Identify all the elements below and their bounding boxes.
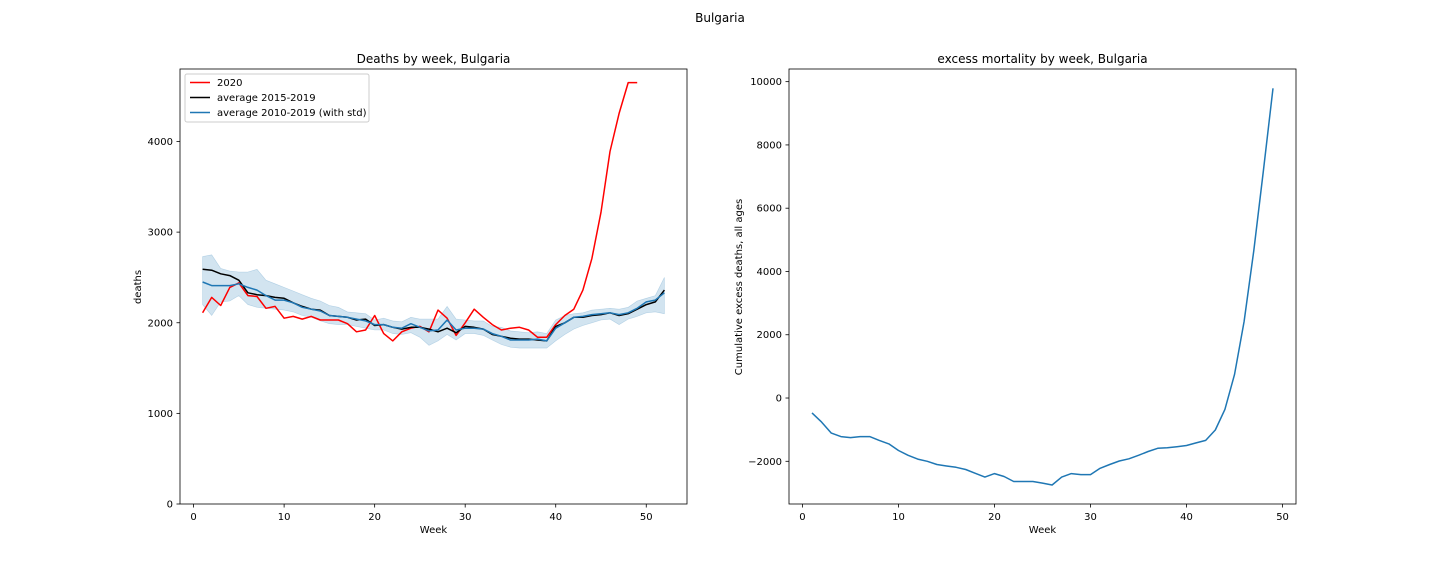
x-tick-label: 10 <box>278 512 291 523</box>
deaths-plot-frame <box>179 68 688 505</box>
y-tick-label: 4000 <box>757 267 782 278</box>
x-tick-label: 20 <box>988 512 1001 523</box>
x-tick-label: 50 <box>1276 512 1289 523</box>
deaths-x-ticks: 0 10 20 30 40 50 <box>190 504 653 523</box>
y-tick-label: 6000 <box>757 204 782 215</box>
legend-label-average-2010-2019: average 2010-2019 (with std) <box>217 108 367 119</box>
y-tick-label: 0 <box>167 500 173 511</box>
legend-frame <box>184 73 370 123</box>
excess-plot-frame <box>788 68 1297 505</box>
x-tick-label: 0 <box>190 512 196 523</box>
x-tick-label: 30 <box>1084 512 1097 523</box>
excess-y-axis-label: Cumulative excess deaths, all ages <box>734 199 745 375</box>
deaths-x-axis-label: Week <box>420 525 448 536</box>
x-tick-label: 40 <box>1180 512 1193 523</box>
y-tick-label: 10000 <box>750 77 782 88</box>
x-tick-label: 40 <box>549 512 562 523</box>
x-tick-label: 30 <box>459 512 472 523</box>
y-tick-label: 2000 <box>148 318 173 329</box>
y-tick-label: 4000 <box>148 137 173 148</box>
x-tick-label: 50 <box>640 512 653 523</box>
excess-lines-layer <box>811 88 1274 486</box>
excess-x-ticks: 0 10 20 30 40 50 <box>799 504 1289 523</box>
excess-y-ticks: −2000 0 2000 4000 6000 8000 10000 <box>748 77 789 468</box>
excess-chart-title: excess mortality by week, Bulgaria <box>937 52 1147 66</box>
deaths-legend: 2020 average 2015-2019 average 2010-2019… <box>184 73 370 123</box>
y-tick-label: 2000 <box>757 330 782 341</box>
y-tick-label: 8000 <box>757 140 782 151</box>
std-band <box>202 254 665 349</box>
figure-title: Bulgaria <box>695 11 745 25</box>
excess-x-axis-label: Week <box>1029 525 1057 536</box>
series-line-0 <box>811 88 1274 486</box>
y-tick-label: −2000 <box>748 457 782 468</box>
deaths-y-ticks: 0 1000 2000 3000 4000 <box>148 137 180 511</box>
legend-label-average-2015-2019: average 2015-2019 <box>217 93 316 104</box>
y-tick-label: 3000 <box>148 228 173 239</box>
series-line-2 <box>202 281 665 342</box>
x-tick-label: 0 <box>799 512 805 523</box>
deaths-chart-title: Deaths by week, Bulgaria <box>357 52 511 66</box>
series-line-0 <box>201 81 638 342</box>
y-tick-label: 1000 <box>148 409 173 420</box>
deaths-lines-layer <box>201 81 665 342</box>
excess-mortality-chart: excess mortality by week, Bulgaria 0 10 20… <box>734 52 1297 536</box>
y-tick-label: 0 <box>776 394 782 405</box>
legend-label-2020: 2020 <box>217 78 242 89</box>
deaths-chart: Deaths by week, Bulgaria 0 10 20 30 40 50 0 10… <box>133 52 688 536</box>
x-tick-label: 10 <box>892 512 905 523</box>
deaths-std-band-layer <box>202 254 665 349</box>
x-tick-label: 20 <box>368 512 381 523</box>
deaths-y-axis-label: deaths <box>133 270 144 304</box>
